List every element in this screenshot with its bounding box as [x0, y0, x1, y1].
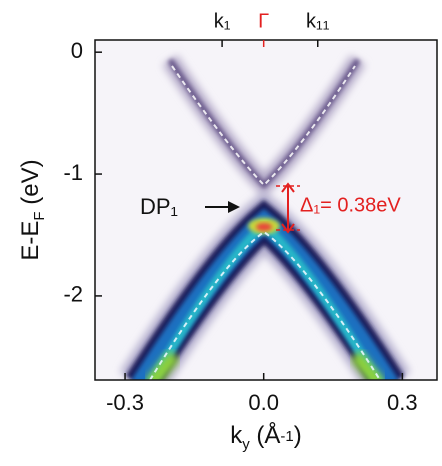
plot-frame: [94, 39, 438, 381]
x-axis-label-part: k: [230, 422, 243, 449]
gap-arrows: [281, 182, 295, 234]
y-axis-label-part: E-E: [17, 221, 44, 261]
x-axis-label-part: -1: [280, 428, 293, 445]
x-tick-label: -0.3: [106, 390, 144, 415]
top-tick-label: Γ: [258, 10, 269, 32]
x-axis-label-part: ): [294, 422, 302, 449]
y-tick-label: -1: [63, 160, 83, 185]
x-axis-label-part: y: [242, 436, 250, 453]
dp-arrow-head: [228, 201, 240, 213]
top-tick-label: k₁₁: [306, 10, 330, 32]
x-axis-label-part: (Å: [250, 421, 281, 449]
y-tick-label: -2: [63, 282, 83, 307]
top-tick-label: k₁: [214, 10, 231, 32]
x-axis-label: ky (Å-1): [230, 421, 302, 453]
y-tick-label: 0: [71, 38, 83, 63]
dp-label: DP₁: [140, 194, 178, 219]
gap-label: Δ₁= 0.38eV: [300, 194, 401, 216]
x-tick-label: 0.0: [248, 390, 279, 415]
y-axis-label: E-EF (eV): [17, 159, 48, 260]
spectrum-image: [95, 40, 437, 380]
x-tick-label: 0.3: [387, 390, 418, 415]
y-axis-label-part: (eV): [17, 159, 44, 211]
y-axis-label-part: F: [31, 211, 48, 220]
